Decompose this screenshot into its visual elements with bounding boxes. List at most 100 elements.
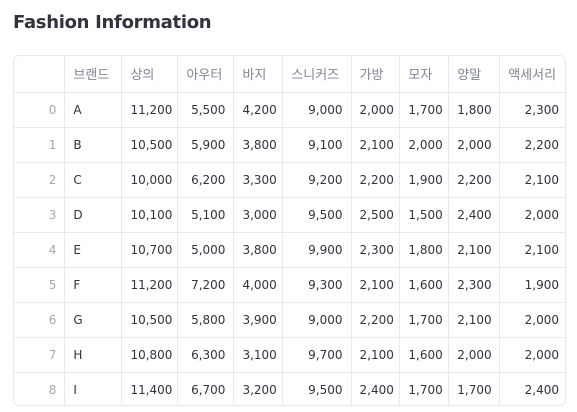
cell-sneakers[interactable]: 9,300 — [282, 267, 352, 303]
cell-outer[interactable]: 5,800 — [177, 302, 235, 338]
cell-accessories[interactable]: 2,000 — [499, 302, 565, 338]
cell-accessories[interactable]: 2,100 — [499, 232, 565, 268]
column-header-index[interactable] — [14, 56, 66, 93]
row-index-cell[interactable]: 4 — [14, 232, 66, 268]
cell-hat[interactable]: 1,700 — [399, 372, 450, 405]
cell-brand[interactable]: A — [64, 92, 123, 128]
table-row[interactable]: 3 D 10,100 5,100 3,000 9,500 2,500 1,500 2,400 2,… — [14, 197, 565, 233]
column-header-top[interactable]: 상의 — [121, 56, 179, 93]
cell-hat[interactable]: 1,800 — [399, 232, 450, 268]
cell-sneakers[interactable]: 9,700 — [282, 337, 352, 373]
table-row[interactable]: 8 I 11,400 6,700 3,200 9,500 2,400 1,700 1,700 2,… — [14, 372, 565, 405]
cell-hat[interactable]: 1,900 — [399, 162, 450, 198]
column-header-sneakers[interactable]: 스니커즈 — [282, 56, 352, 93]
cell-top[interactable]: 11,200 — [121, 92, 179, 128]
column-header-brand[interactable]: 브랜드 — [64, 56, 123, 93]
cell-top[interactable]: 10,700 — [121, 232, 179, 268]
column-header-accessories[interactable]: 액세서리 — [499, 56, 565, 93]
cell-outer[interactable]: 6,300 — [177, 337, 235, 373]
cell-accessories[interactable]: 2,000 — [499, 197, 565, 233]
cell-pants[interactable]: 3,300 — [233, 162, 284, 198]
cell-sneakers[interactable]: 9,000 — [282, 92, 352, 128]
cell-pants[interactable]: 3,200 — [233, 372, 284, 405]
cell-socks[interactable]: 2,300 — [448, 267, 501, 303]
cell-bag[interactable]: 2,200 — [351, 162, 401, 198]
table-row[interactable]: 2 C 10,000 6,200 3,300 9,200 2,200 1,900 2,200 2,… — [14, 162, 565, 198]
cell-pants[interactable]: 3,100 — [233, 337, 284, 373]
cell-top[interactable]: 10,000 — [121, 162, 179, 198]
cell-pants[interactable]: 4,000 — [233, 267, 284, 303]
cell-bag[interactable]: 2,100 — [351, 337, 401, 373]
cell-hat[interactable]: 2,000 — [399, 127, 450, 163]
cell-accessories[interactable]: 2,000 — [499, 337, 565, 373]
cell-hat[interactable]: 1,500 — [399, 197, 450, 233]
cell-top[interactable]: 10,100 — [121, 197, 179, 233]
row-index-cell[interactable]: 5 — [14, 267, 66, 303]
cell-brand[interactable]: F — [64, 267, 123, 303]
cell-outer[interactable]: 5,000 — [177, 232, 235, 268]
cell-pants[interactable]: 3,800 — [233, 127, 284, 163]
cell-sneakers[interactable]: 9,500 — [282, 197, 352, 233]
column-header-socks[interactable]: 양말 — [448, 56, 501, 93]
cell-bag[interactable]: 2,100 — [351, 267, 401, 303]
cell-top[interactable]: 11,200 — [121, 267, 179, 303]
cell-bag[interactable]: 2,400 — [351, 372, 401, 405]
cell-socks[interactable]: 2,000 — [448, 127, 501, 163]
cell-accessories[interactable]: 1,900 — [499, 267, 565, 303]
cell-sneakers[interactable]: 9,000 — [282, 302, 352, 338]
cell-hat[interactable]: 1,600 — [399, 337, 450, 373]
cell-hat[interactable]: 1,600 — [399, 267, 450, 303]
cell-sneakers[interactable]: 9,100 — [282, 127, 352, 163]
cell-outer[interactable]: 6,700 — [177, 372, 235, 405]
cell-pants[interactable]: 3,900 — [233, 302, 284, 338]
cell-brand[interactable]: B — [64, 127, 123, 163]
column-header-bag[interactable]: 가방 — [351, 56, 401, 93]
column-header-hat[interactable]: 모자 — [399, 56, 450, 93]
cell-outer[interactable]: 5,100 — [177, 197, 235, 233]
cell-pants[interactable]: 3,000 — [233, 197, 284, 233]
table-row[interactable]: 7 H 10,800 6,300 3,100 9,700 2,100 1,600 2,000 2,… — [14, 337, 565, 373]
cell-socks[interactable]: 2,000 — [448, 337, 501, 373]
cell-bag[interactable]: 2,500 — [351, 197, 401, 233]
cell-brand[interactable]: H — [64, 337, 123, 373]
row-index-cell[interactable]: 0 — [14, 92, 66, 128]
row-index-cell[interactable]: 3 — [14, 197, 66, 233]
table-row[interactable]: 6 G 10,500 5,800 3,900 9,000 2,200 1,700 2,100 2,… — [14, 302, 565, 338]
cell-socks[interactable]: 2,400 — [448, 197, 501, 233]
cell-outer[interactable]: 7,200 — [177, 267, 235, 303]
cell-outer[interactable]: 6,200 — [177, 162, 235, 198]
cell-top[interactable]: 11,400 — [121, 372, 179, 405]
row-index-cell[interactable]: 1 — [14, 127, 66, 163]
cell-bag[interactable]: 2,300 — [351, 232, 401, 268]
cell-top[interactable]: 10,500 — [121, 302, 179, 338]
cell-top[interactable]: 10,500 — [121, 127, 179, 163]
row-index-cell[interactable]: 8 — [14, 372, 66, 405]
cell-outer[interactable]: 5,900 — [177, 127, 235, 163]
table-row[interactable]: 1 B 10,500 5,900 3,800 9,100 2,100 2,000 2,000 2,… — [14, 127, 565, 163]
row-index-cell[interactable]: 7 — [14, 337, 66, 373]
cell-accessories[interactable]: 2,100 — [499, 162, 565, 198]
data-table-container[interactable]: 브랜드 상의 아우터 바지 스니커즈 가방 모자 양말 액세서리 0 A 11,20… — [13, 55, 566, 406]
cell-bag[interactable]: 2,200 — [351, 302, 401, 338]
cell-socks[interactable]: 2,200 — [448, 162, 501, 198]
cell-bag[interactable]: 2,100 — [351, 127, 401, 163]
cell-accessories[interactable]: 2,400 — [524, 382, 559, 397]
cell-brand[interactable]: I — [64, 372, 123, 405]
cell-brand[interactable]: G — [64, 302, 123, 338]
cell-pants[interactable]: 3,800 — [233, 232, 284, 268]
cell-outer[interactable]: 5,500 — [177, 92, 235, 128]
row-index-cell[interactable]: 6 — [14, 302, 66, 338]
cell-brand[interactable]: E — [64, 232, 123, 268]
table-row[interactable]: 0 A 11,200 5,500 4,200 9,000 2,000 1,700 1,800 2,… — [14, 92, 565, 128]
table-row[interactable]: 5 F 11,200 7,200 4,000 9,300 2,100 1,600 2,300 1,… — [14, 267, 565, 303]
cell-pants[interactable]: 4,200 — [233, 92, 284, 128]
cell-hat[interactable]: 1,700 — [399, 302, 450, 338]
cell-sneakers[interactable]: 9,900 — [282, 232, 352, 268]
column-header-outer[interactable]: 아우터 — [177, 56, 235, 93]
cell-bag[interactable]: 2,000 — [351, 92, 401, 128]
cell-socks[interactable]: 2,100 — [448, 232, 501, 268]
cell-top[interactable]: 10,800 — [121, 337, 179, 373]
row-index-cell[interactable]: 2 — [14, 162, 66, 198]
cell-sneakers[interactable]: 9,500 — [282, 372, 352, 405]
table-row[interactable]: 4 E 10,700 5,000 3,800 9,900 2,300 1,800 2,100 2,… — [14, 232, 565, 268]
